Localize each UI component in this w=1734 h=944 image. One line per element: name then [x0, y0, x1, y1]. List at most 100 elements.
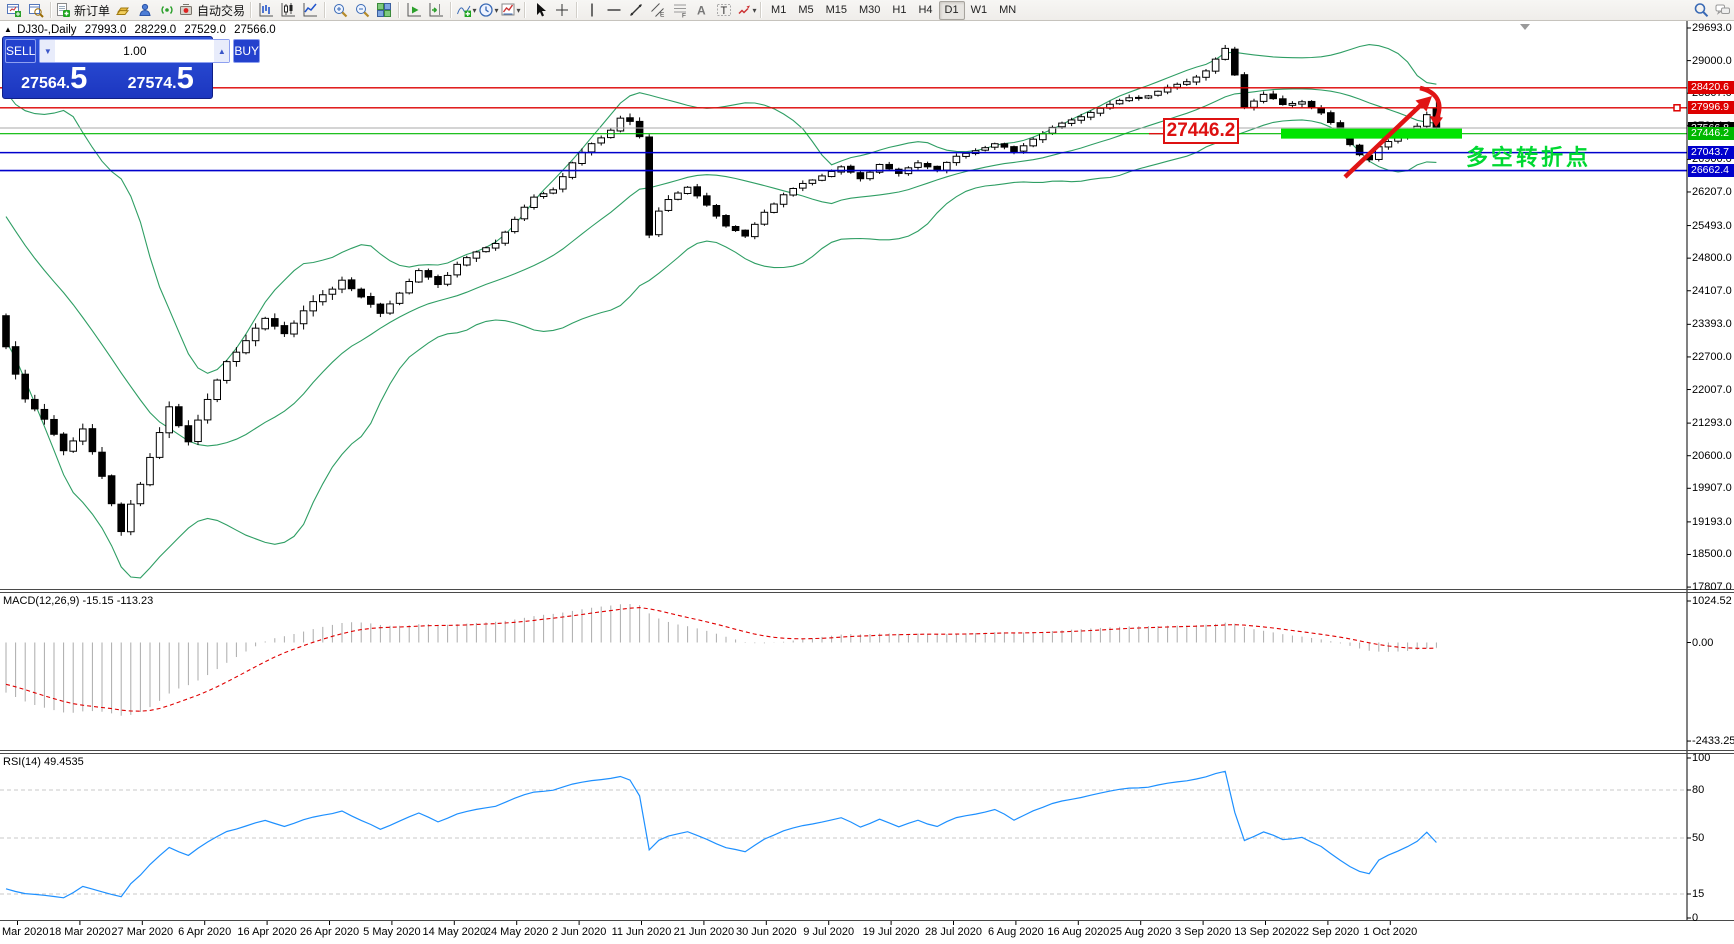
fibonacci-tool-button[interactable]: F: [669, 1, 691, 20]
main-price-pane[interactable]: [0, 44, 1687, 579]
arrows-tool-button[interactable]: ▾: [735, 1, 757, 20]
ohlc-open: 27993.0: [84, 24, 127, 36]
volume-input[interactable]: [55, 40, 215, 62]
price-axis-label: 24800.0: [1692, 252, 1732, 265]
profiles-button[interactable]: [25, 1, 47, 20]
chevron-down-icon: ▾: [516, 5, 521, 15]
chart-shift-marker[interactable]: [1520, 24, 1530, 30]
date-axis-label: 22 Sep 2020: [1296, 926, 1360, 938]
horizontal-line-tool-button[interactable]: [603, 1, 625, 20]
date-axis-label: 25 Aug 2020: [1109, 926, 1172, 938]
tile-windows-button[interactable]: [373, 1, 395, 20]
bb-upper-band: [5, 44, 1437, 374]
date-axis-label: 19 Jul 2020: [862, 926, 920, 938]
channel-tool-button[interactable]: E: [647, 1, 669, 20]
timeframe-button-h4[interactable]: H4: [918, 3, 933, 16]
rsi-scale-label: 15: [1692, 888, 1705, 900]
periods-button[interactable]: ▾: [477, 1, 499, 20]
price-axis-label: 19907.0: [1692, 482, 1732, 495]
bar-chart-mode-button[interactable]: [255, 1, 277, 20]
text-tool-button[interactable]: A: [691, 1, 713, 20]
signals-button[interactable]: [156, 1, 178, 20]
line-chart-mode-icon: [302, 2, 318, 18]
volume-increase-button[interactable]: ▲: [214, 40, 230, 62]
accounts-button[interactable]: [134, 1, 156, 20]
annotation-note-text[interactable]: 多空转折点: [1466, 145, 1592, 170]
main-toolbar: 新订单 自动交易 ▾ ▾ ▾ E F A T ▾ M1 M5 M15 M30 H1 H4 D1 W1 MN: [0, 0, 1734, 21]
date-axis-label: 16 Apr 2020: [237, 926, 297, 938]
toolbar-separator: [760, 2, 763, 18]
price-axis-label: 19193.0: [1692, 515, 1732, 528]
timeframe-button-m5[interactable]: M5: [798, 3, 814, 16]
price-axis-label: 17807.0: [1692, 581, 1732, 594]
rsi-pane[interactable]: [0, 770, 1687, 899]
date-axis-label: 6 Apr 2020: [178, 926, 232, 938]
search-button[interactable]: [1690, 1, 1712, 20]
timeframe-button-mn[interactable]: MN: [999, 3, 1017, 16]
indicators-button[interactable]: ▾: [455, 1, 477, 20]
candle-chart-mode-icon: [280, 2, 296, 18]
line-handle-square[interactable]: [1673, 104, 1681, 112]
buy-price-big-digit: 5: [176, 60, 194, 95]
sell-price[interactable]: 27564. 5: [5, 62, 104, 96]
vertical-line-tool-icon: [584, 2, 600, 18]
trendline-tool-button[interactable]: [625, 1, 647, 20]
timeframe-button-m15[interactable]: M15: [825, 3, 847, 16]
zoom-in-button[interactable]: [329, 1, 351, 20]
buy-price[interactable]: 27574. 5: [112, 60, 211, 96]
price-axis-label: 18500.0: [1692, 548, 1732, 561]
search-icon: [1693, 2, 1709, 18]
auto-trading-button[interactable]: 自动交易: [178, 1, 247, 20]
horizontal-line-tool-icon: [606, 2, 622, 18]
label-tool-button[interactable]: T: [713, 1, 735, 20]
price-axis-label: 22700.0: [1692, 350, 1732, 363]
support-tag-blue-2: 26662.4: [1688, 164, 1734, 178]
price-axis-label: 20600.0: [1692, 449, 1732, 462]
support-level-label[interactable]: 27446.2: [1163, 118, 1239, 144]
chart-shift-button[interactable]: [425, 1, 447, 20]
pullback-arrow-line[interactable]: [1419, 85, 1442, 119]
date-axis-label: 24 May 2020: [484, 926, 549, 938]
macd-signal-line: [5, 607, 1437, 712]
timeframe-button-m30[interactable]: M30: [859, 3, 881, 16]
macd-pane[interactable]: [5, 603, 1437, 716]
macd-label: MACD(12,26,9) -15.15 -113.23: [3, 595, 153, 607]
chart-shift-icon: [428, 2, 444, 18]
macd-name: MACD(12,26,9): [3, 595, 80, 607]
timeframe-button-w1[interactable]: W1: [970, 3, 988, 16]
price-axis-label: 25493.0: [1692, 219, 1732, 232]
timeframe-button-h1[interactable]: H1: [892, 3, 907, 16]
trend-arrow-line[interactable]: [1343, 100, 1426, 179]
date-axis-label: 13 Sep 2020: [1234, 926, 1297, 938]
market-watch-button[interactable]: [112, 1, 134, 20]
candle-chart-mode-button[interactable]: [277, 1, 299, 20]
vertical-line-tool-button[interactable]: [581, 1, 603, 20]
auto-trading-button-label: 自动交易: [197, 3, 246, 18]
bar-chart-mode-icon: [258, 2, 274, 18]
price-axis-label: 29000.0: [1692, 54, 1732, 67]
buy-button[interactable]: BUY: [233, 39, 261, 63]
volume-decrease-button[interactable]: ▼: [40, 40, 56, 62]
cursor-tool-button[interactable]: [529, 1, 551, 20]
timeframe-button-d1[interactable]: D1: [938, 0, 965, 20]
sell-button[interactable]: SELL: [5, 39, 37, 63]
line-chart-mode-button[interactable]: [299, 1, 321, 20]
new-order-button[interactable]: 新订单: [55, 1, 112, 20]
arrows-tool-icon: [736, 2, 752, 18]
timeframe-button-m1[interactable]: M1: [771, 3, 787, 16]
crosshair-tool-button[interactable]: [551, 1, 573, 20]
toolbar-separator: [324, 2, 327, 18]
price-axis-label: 26207.0: [1692, 185, 1732, 198]
auto-scroll-button[interactable]: [403, 1, 425, 20]
macd-values: -15.15 -113.23: [82, 595, 154, 607]
ohlc-low: 27529.0: [184, 24, 226, 36]
symbol-marker-icon: ▲: [4, 25, 12, 34]
templates-button[interactable]: ▾: [499, 1, 521, 20]
zoom-out-button[interactable]: [351, 1, 373, 20]
price-axis-label: 22007.0: [1692, 383, 1732, 396]
rsi-value: 49.4535: [43, 756, 84, 768]
new-chart-button[interactable]: [3, 1, 25, 20]
chat-button[interactable]: [1712, 1, 1734, 20]
volume-box: ▼ ▲: [39, 39, 231, 63]
